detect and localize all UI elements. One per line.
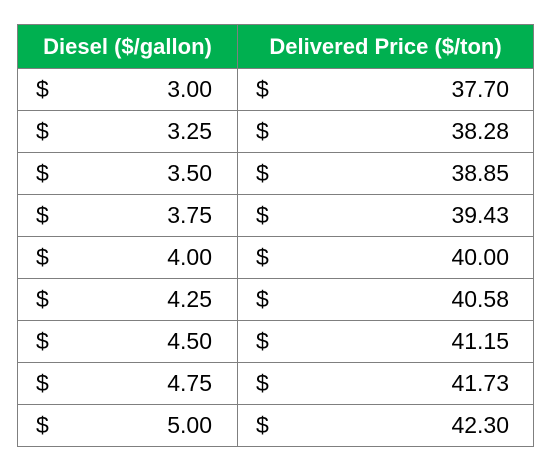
delivered-price-value: 41.73	[451, 370, 509, 396]
currency-symbol: $	[36, 244, 49, 270]
delivered-price-cell: $ 38.28	[237, 110, 534, 153]
delivered-price-cell: $ 41.73	[237, 362, 534, 405]
diesel-cell: $ 4.50	[17, 320, 238, 363]
currency-symbol: $	[256, 244, 269, 270]
header-diesel: Diesel ($/gallon)	[17, 24, 238, 69]
delivered-price-cell: $ 41.15	[237, 320, 534, 363]
delivered-price-value: 40.58	[451, 286, 509, 312]
currency-symbol: $	[36, 160, 49, 186]
table-row: $ 4.75 $ 41.73	[17, 362, 534, 405]
diesel-value: 3.00	[167, 76, 212, 102]
delivered-price-cell: $ 39.43	[237, 194, 534, 237]
currency-symbol: $	[256, 370, 269, 396]
diesel-cell: $ 3.50	[17, 152, 238, 195]
table-row: $ 3.75 $ 39.43	[17, 194, 534, 237]
delivered-price-cell: $ 40.00	[237, 236, 534, 279]
currency-symbol: $	[256, 286, 269, 312]
table-row: $ 4.00 $ 40.00	[17, 236, 534, 279]
currency-symbol: $	[36, 370, 49, 396]
diesel-value: 4.50	[167, 328, 212, 354]
currency-symbol: $	[36, 286, 49, 312]
currency-symbol: $	[256, 76, 269, 102]
table-row: $ 5.00 $ 42.30	[17, 404, 534, 447]
diesel-cell: $ 4.25	[17, 278, 238, 321]
table-row: $ 3.00 $ 37.70	[17, 68, 534, 111]
table-row: $ 3.50 $ 38.85	[17, 152, 534, 195]
diesel-cell: $ 5.00	[17, 404, 238, 447]
currency-symbol: $	[256, 328, 269, 354]
diesel-value: 3.50	[167, 160, 212, 186]
currency-symbol: $	[36, 76, 49, 102]
diesel-value: 4.25	[167, 286, 212, 312]
diesel-value: 3.25	[167, 118, 212, 144]
table-row: $ 4.50 $ 41.15	[17, 320, 534, 363]
diesel-value: 5.00	[167, 412, 212, 438]
diesel-value: 4.75	[167, 370, 212, 396]
delivered-price-value: 41.15	[451, 328, 509, 354]
delivered-price-cell: $ 38.85	[237, 152, 534, 195]
delivered-price-value: 37.70	[451, 76, 509, 102]
delivered-price-cell: $ 42.30	[237, 404, 534, 447]
diesel-cell: $ 3.25	[17, 110, 238, 153]
currency-symbol: $	[36, 412, 49, 438]
currency-symbol: $	[256, 160, 269, 186]
delivered-price-value: 42.30	[451, 412, 509, 438]
diesel-value: 3.75	[167, 202, 212, 228]
delivered-price-value: 38.85	[451, 160, 509, 186]
table-row: $ 3.25 $ 38.28	[17, 110, 534, 153]
table-header: Diesel ($/gallon) Delivered Price ($/ton…	[17, 24, 534, 69]
price-table: Diesel ($/gallon) Delivered Price ($/ton…	[17, 24, 534, 447]
header-row: Diesel ($/gallon) Delivered Price ($/ton…	[17, 24, 534, 69]
diesel-value: 4.00	[167, 244, 212, 270]
delivered-price-value: 39.43	[451, 202, 509, 228]
table-row: $ 4.25 $ 40.58	[17, 278, 534, 321]
currency-symbol: $	[36, 328, 49, 354]
diesel-cell: $ 3.75	[17, 194, 238, 237]
currency-symbol: $	[256, 412, 269, 438]
delivered-price-cell: $ 40.58	[237, 278, 534, 321]
currency-symbol: $	[36, 118, 49, 144]
diesel-cell: $ 4.75	[17, 362, 238, 405]
delivered-price-cell: $ 37.70	[237, 68, 534, 111]
diesel-cell: $ 4.00	[17, 236, 238, 279]
table-body: $ 3.00 $ 37.70 $ 3.25	[17, 68, 534, 447]
header-delivered-price: Delivered Price ($/ton)	[237, 24, 534, 69]
delivered-price-value: 40.00	[451, 244, 509, 270]
currency-symbol: $	[256, 118, 269, 144]
currency-symbol: $	[36, 202, 49, 228]
delivered-price-value: 38.28	[451, 118, 509, 144]
diesel-cell: $ 3.00	[17, 68, 238, 111]
currency-symbol: $	[256, 202, 269, 228]
